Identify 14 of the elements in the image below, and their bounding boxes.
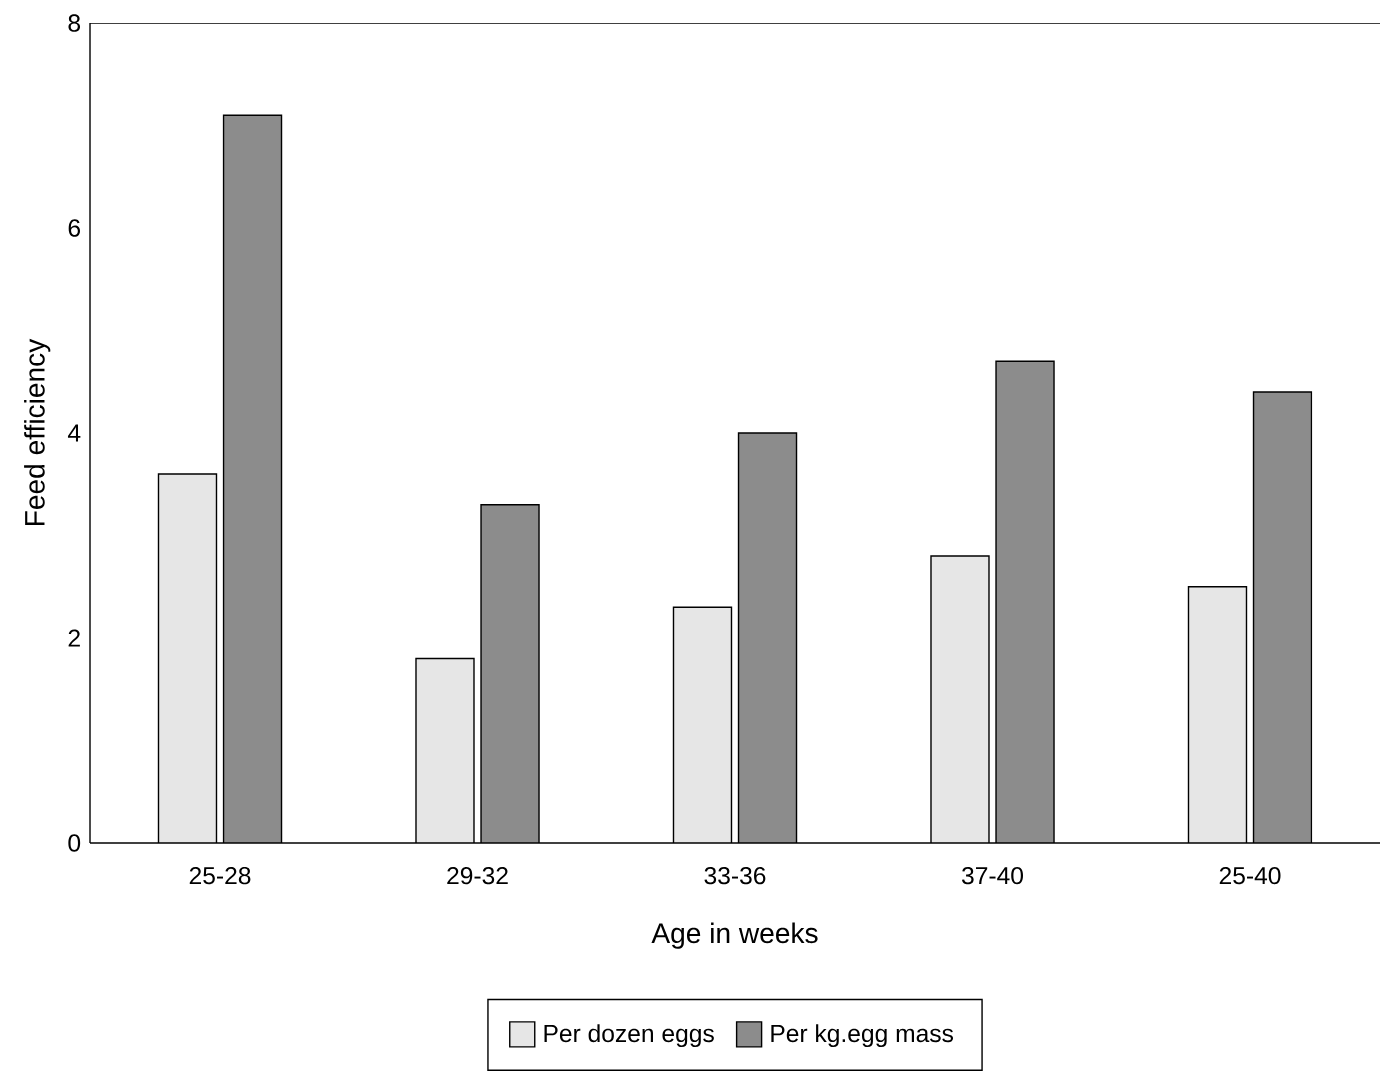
x-tick-label: 25-40	[1219, 866, 1281, 885]
y-tick-label: 8	[68, 14, 81, 32]
y-tick-label: 4	[67, 424, 81, 442]
x-tick-label: 37-40	[961, 866, 1024, 885]
legend-label: Per kg.egg mass	[771, 1024, 954, 1048]
legend-label: Per dozen eggs	[544, 1024, 714, 1048]
x-tick-label: 25-28	[189, 866, 251, 885]
y-tick-label: 6	[68, 219, 80, 237]
x-axis-title: Age in weeks	[651, 922, 818, 949]
y-axis-title: Feed efficiency	[24, 338, 51, 526]
y-tick-label: 2	[68, 629, 80, 647]
x-tick-label: 29-32	[447, 866, 508, 885]
x-tick-label: 33-36	[704, 866, 766, 885]
y-tick-label: 0	[68, 834, 81, 852]
